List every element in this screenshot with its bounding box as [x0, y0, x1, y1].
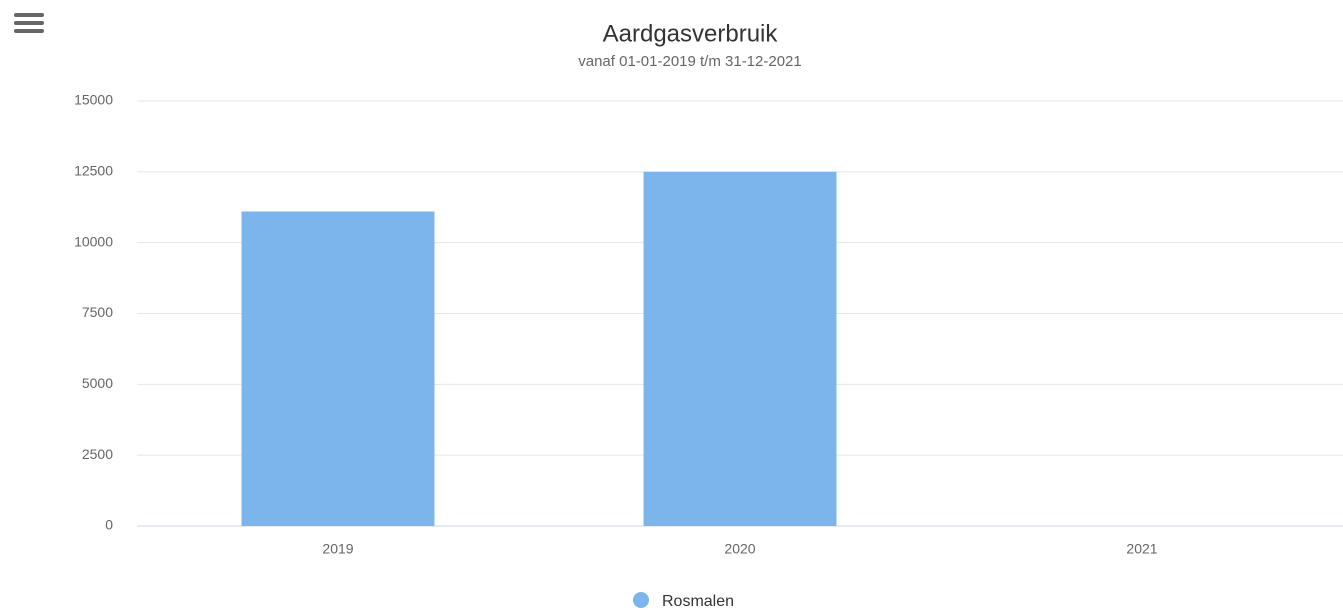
menu-bar[interactable]	[14, 29, 44, 33]
bar	[241, 211, 435, 526]
x-tick-label: 2019	[322, 541, 353, 557]
legend-label: Rosmalen	[662, 593, 734, 610]
y-tick-label: 5000	[82, 375, 113, 391]
y-tick-label: 2500	[82, 446, 113, 462]
y-tick-label: 10000	[74, 233, 113, 249]
chart-title: Aardgasverbruik	[603, 20, 779, 47]
menu-button[interactable]	[14, 13, 44, 33]
y-tick-label: 7500	[82, 304, 113, 320]
legend-marker	[633, 592, 649, 608]
menu-bar[interactable]	[14, 21, 44, 25]
chart-subtitle: vanaf 01-01-2019 t/m 31-12-2021	[578, 53, 801, 70]
y-tick-label: 12500	[74, 163, 113, 179]
x-tick-label: 2021	[1126, 541, 1157, 557]
x-tick-label: 2020	[724, 541, 755, 557]
y-tick-label: 0	[105, 517, 113, 533]
menu-bar[interactable]	[14, 13, 44, 17]
y-tick-label: 15000	[74, 92, 113, 108]
bar	[643, 171, 837, 527]
